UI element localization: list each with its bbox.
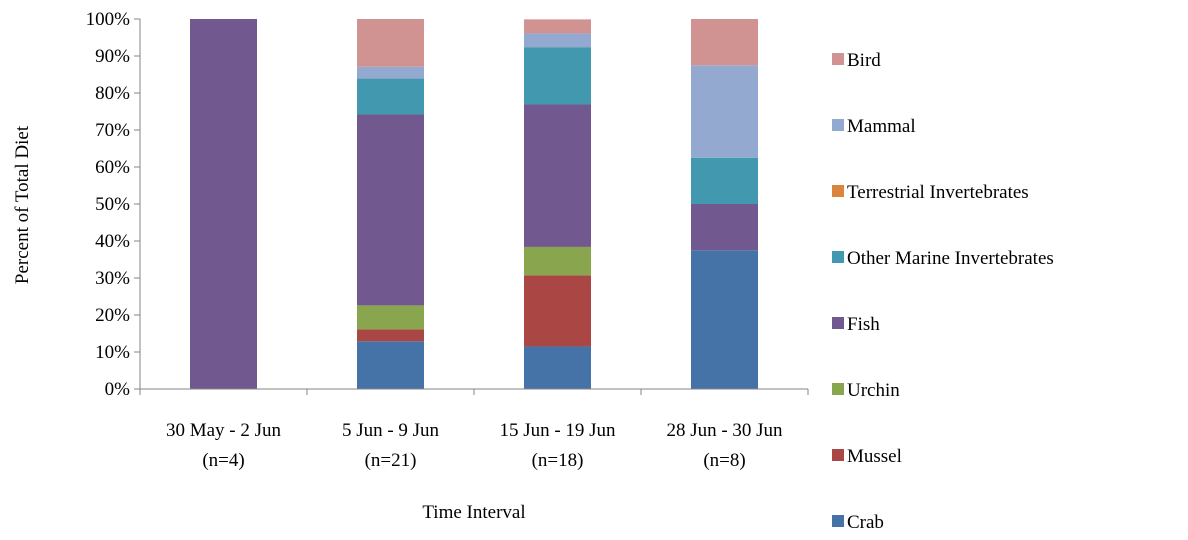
x-axis-title: Time Interval — [422, 502, 525, 523]
bar-segment-crab — [357, 341, 424, 389]
bar-segment-crab — [691, 250, 758, 389]
x-category-label: 30 May - 2 Jun (n=4) — [166, 420, 282, 471]
legend-swatch-mussel — [832, 449, 844, 461]
legend-label-crab: Crab — [847, 512, 884, 533]
bar-segment-urchin — [524, 246, 591, 276]
bar-segment-fish — [357, 114, 424, 306]
y-tick-label: 0% — [105, 379, 131, 400]
y-axis-ticks: 0% 10% 20% 30% 40% 50% 60% 70% 80% 90% 100% — [86, 9, 140, 400]
y-tick-label: 40% — [95, 231, 130, 252]
bar-segment-mammal — [691, 65, 758, 158]
x-category-label-line2: (n=4) — [202, 450, 244, 471]
bar-segment-bird — [524, 19, 591, 34]
bar-segment-fish — [691, 204, 758, 251]
y-tick-label: 100% — [86, 9, 131, 30]
y-tick-label: 60% — [95, 157, 130, 178]
legend-swatch-crab — [832, 515, 844, 527]
x-category-label: 5 Jun - 9 Jun (n=21) — [342, 420, 440, 471]
y-tick-label: 50% — [95, 194, 130, 215]
x-category-label-line1: 15 Jun - 19 Jun — [499, 420, 616, 441]
legend-swatch-mammal — [832, 119, 844, 131]
legend-swatch-urchin — [832, 383, 844, 395]
x-category-label-line2: (n=18) — [532, 450, 584, 471]
y-tick-label: 70% — [95, 120, 130, 141]
bar-segment-bird — [357, 19, 424, 67]
x-axis-category-labels: 30 May - 2 Jun (n=4) 5 Jun - 9 Jun (n=21) 15… — [166, 420, 783, 471]
legend-swatch-other-marine-invertebrates — [832, 251, 844, 263]
legend: Bird Mammal Terrestrial Invertebrates Other… — [832, 50, 1054, 533]
y-tick-label: 80% — [95, 83, 130, 104]
legend-swatch-fish — [832, 317, 844, 329]
bar-segment-mammal — [357, 66, 424, 79]
bar-segment-urchin — [357, 305, 424, 330]
legend-label-bird: Bird — [847, 50, 881, 71]
x-category-label-line2: (n=21) — [365, 450, 417, 471]
x-category-label: 28 Jun - 30 Jun (n=8) — [666, 420, 783, 471]
bar-segment-mussel — [357, 329, 424, 342]
y-tick-label: 90% — [95, 46, 130, 67]
bar-segment-mussel — [524, 275, 591, 347]
legend-label-mussel: Mussel — [847, 446, 902, 467]
x-category-label-line2: (n=8) — [703, 450, 745, 471]
legend-swatch-bird — [832, 53, 844, 65]
x-category-label-line1: 30 May - 2 Jun — [166, 420, 282, 441]
bar-segment-crab — [524, 346, 591, 389]
y-tick-label: 20% — [95, 305, 130, 326]
legend-label-other-marine-invertebrates: Other Marine Invertebrates — [847, 248, 1054, 269]
bar-segment-fish — [190, 19, 257, 389]
bar-segment-other-marine-invertebrates — [691, 157, 758, 204]
bar-segment-mammal — [524, 33, 591, 48]
x-category-label-line1: 5 Jun - 9 Jun — [342, 420, 440, 441]
legend-label-fish: Fish — [847, 314, 880, 335]
bar-segment-other-marine-invertebrates — [357, 78, 424, 115]
legend-label-urchin: Urchin — [847, 380, 900, 401]
legend-label-terrestrial-invertebrates: Terrestrial Invertebrates — [847, 182, 1029, 203]
legend-label-mammal: Mammal — [847, 116, 916, 137]
y-tick-label: 30% — [95, 268, 130, 289]
y-axis-title: Percent of Total Diet — [12, 125, 33, 284]
y-tick-label: 10% — [95, 342, 130, 363]
x-axis-ticks — [139, 389, 809, 395]
bars-layer — [190, 19, 758, 389]
bar-segment-other-marine-invertebrates — [524, 47, 591, 105]
legend-swatch-terrestrial-invertebrates — [832, 185, 844, 197]
bar-segment-bird — [691, 19, 758, 66]
bar-segment-fish — [524, 104, 591, 247]
x-category-label-line1: 28 Jun - 30 Jun — [666, 420, 783, 441]
x-category-label: 15 Jun - 19 Jun (n=18) — [499, 420, 616, 471]
